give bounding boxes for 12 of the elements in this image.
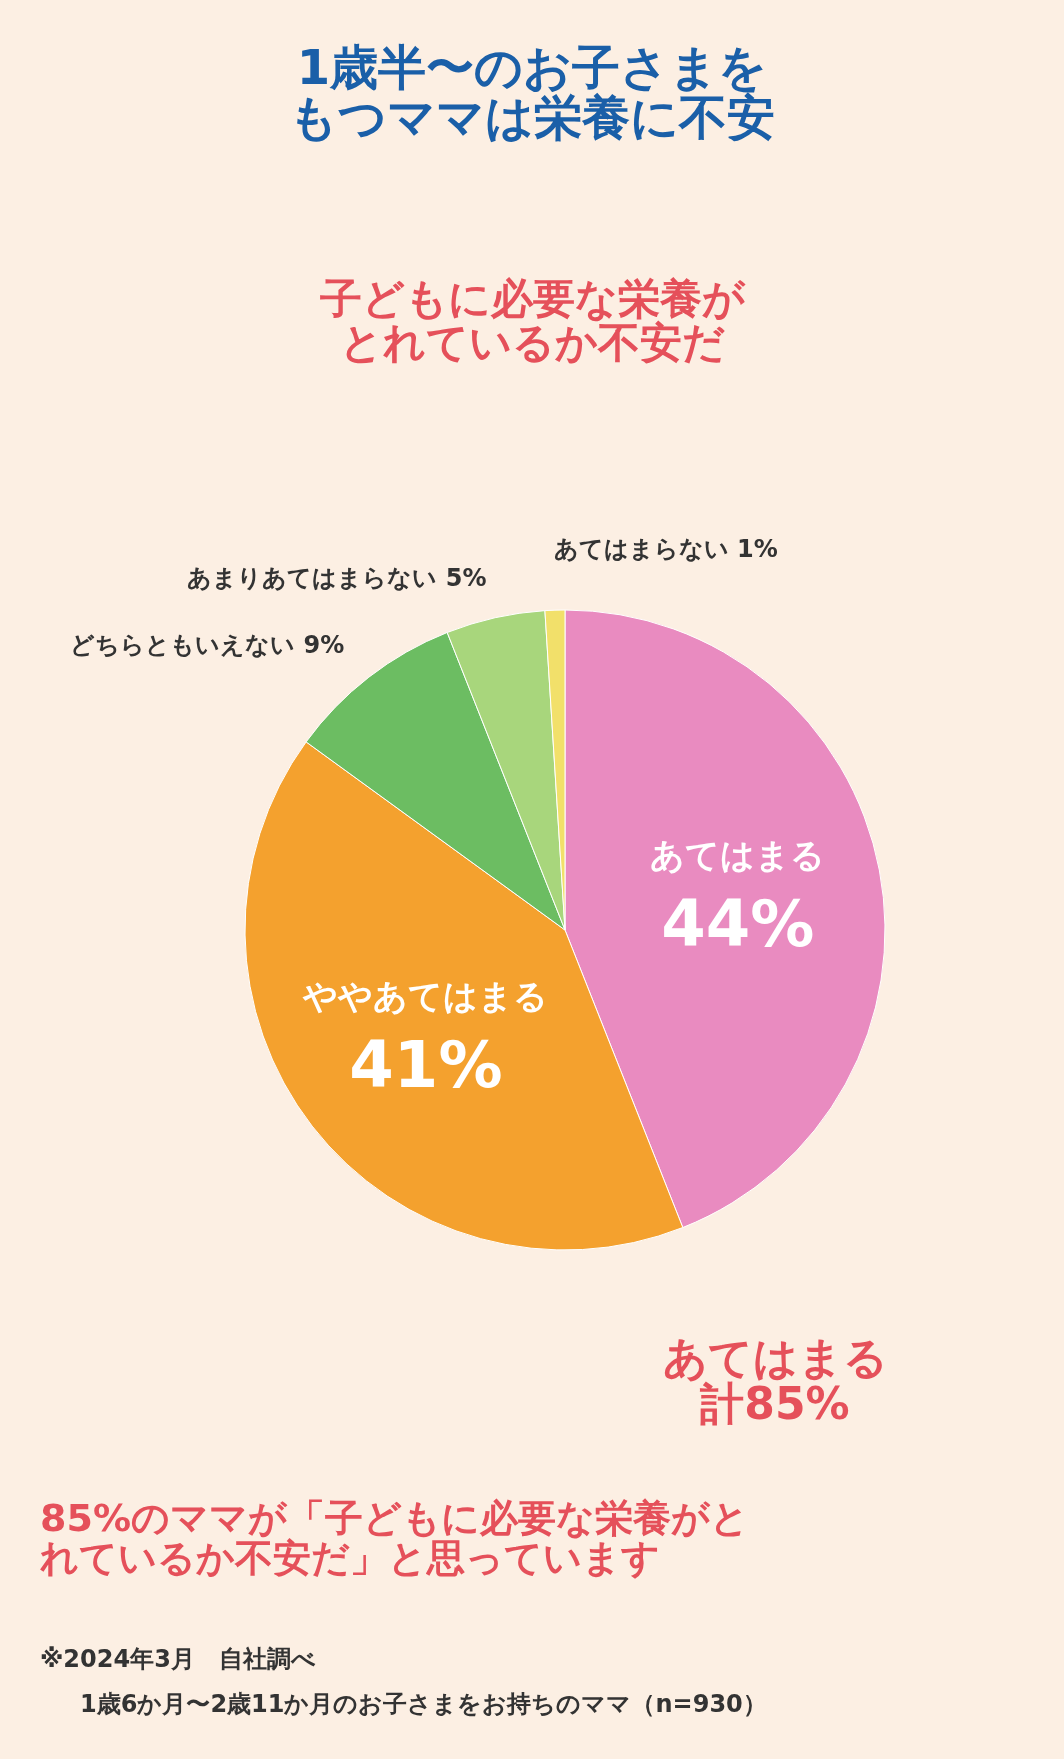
slice-label: あてはまる [650,835,826,876]
data-label: 41% [349,1027,503,1102]
text: 85%のママが「子どもに必要な栄養がとれているか不安だ」と思っています [40,1496,749,1580]
data-label: 44% [661,887,815,962]
chart-subtitle: 子どもに必要な栄養がとれているか不安だ [318,274,746,367]
text: ※2024年3月 自社調べ [40,1645,316,1673]
text: 1歳6か月〜2歳11か月のお子さまをお持ちのママ（n=930） [80,1690,767,1718]
slice-label: どちらともいえない 9% [70,630,345,659]
slice-label: あまりあてはまらない 5% [187,563,487,592]
slice-label: ややあてはまる [302,975,549,1016]
slice-label: あてはまらない 1% [553,535,778,564]
chart-title: 1歳半〜のお子さまをもつママは栄養に不安 [289,39,775,145]
